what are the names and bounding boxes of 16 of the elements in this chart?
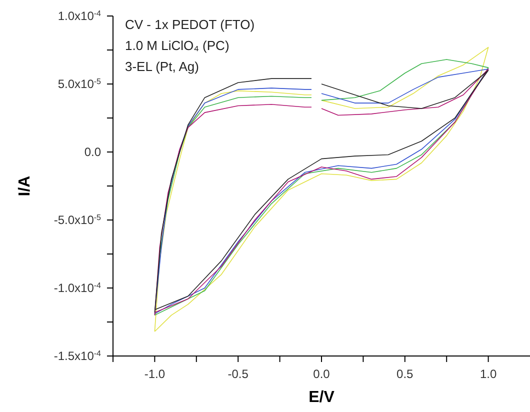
text: -1.0: [144, 367, 166, 381]
annotation: 1.0 M LiClO₄ (PC): [125, 37, 230, 55]
y-tick-label: -1.5x10$^{-4}$: [54, 348, 102, 363]
x-tick-label: 0.0: [313, 367, 330, 381]
y-tick-label: 1.0x10$^{-4}$: [58, 8, 102, 23]
x-tick-label: 1.0: [480, 367, 497, 381]
x-tick-label: 0.5: [396, 367, 414, 381]
x-tick-label: -0.5: [228, 367, 249, 381]
y-axis-title: I/A: [16, 175, 34, 196]
y-tick-label: 0.0: [84, 145, 102, 159]
x-axis-title: E/V: [308, 389, 335, 406]
y-tick-label: -1.0x10$^{-4}$: [54, 280, 102, 295]
annotation: 3-EL (Pt, Ag): [125, 58, 200, 76]
y-tick-label: -5.0x10$^{-5}$: [54, 212, 102, 227]
annotation: CV - 1x PEDOT (FTO): [125, 16, 255, 34]
y-tick-label: 5.0x10$^{-5}$: [58, 76, 102, 91]
